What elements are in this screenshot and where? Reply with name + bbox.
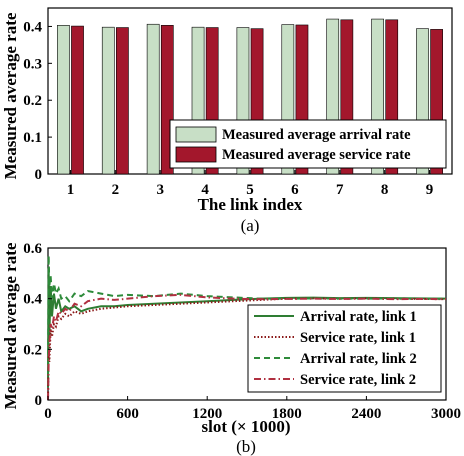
line-legend: Arrival rate, link 1 Service rate, link 1… — [247, 304, 442, 393]
line-caption: (b) — [236, 437, 256, 456]
bar-y-ticks: 0 0.1 0.2 0.3 0.4 — [23, 19, 52, 183]
line-x-tick-label: 600 — [116, 406, 139, 422]
bar-x-tick-label: 9 — [426, 182, 434, 198]
legend-swatch-arrival — [175, 126, 217, 143]
line-y-tick-label: 0.6 — [23, 241, 42, 257]
line-series-4 — [47, 293, 447, 401]
bar-service-link-2 — [116, 27, 129, 175]
bar-x-tick-label: 7 — [336, 182, 344, 198]
bar-x-tick-label: 3 — [156, 182, 164, 198]
line-x-tick-label: 0 — [44, 406, 52, 422]
bar-chart-panel: 0 0.1 0.2 0.3 0.4 1 2 3 4 5 6 7 8 9 The link index M… — [1, 7, 453, 235]
legend-label-arrival: Measured average arrival rate — [222, 127, 411, 143]
bar-y-tick-label: 0 — [35, 167, 43, 183]
line-series-2 — [47, 297, 447, 401]
bar-y-tick-label: 0.1 — [23, 130, 42, 146]
bar-caption: (a) — [241, 216, 260, 235]
legend-label-4: Service rate, link 2 — [300, 372, 416, 388]
bar-legend: Measured average arrival rate Measured a… — [169, 119, 447, 169]
line-y-tick-label: 0.2 — [23, 342, 42, 358]
line-y-ticks: 0 0.2 0.4 0.6 — [23, 241, 52, 409]
bar-service-link-1 — [71, 25, 84, 175]
legend-label-2: Service rate, link 1 — [300, 330, 416, 346]
bar-x-tick-label: 4 — [201, 182, 209, 198]
line-y-tick-label: 0 — [35, 393, 43, 409]
bar-y-tick-label: 0.3 — [23, 56, 42, 72]
bar-arrival-link-2 — [101, 26, 115, 175]
bar-arrival-link-3 — [146, 23, 160, 175]
line-x-tick-label: 2400 — [351, 406, 381, 422]
bar-x-tick-label: 2 — [112, 182, 120, 198]
bar-x-tick-label: 6 — [291, 182, 299, 198]
line-chart-panel: 0 0.2 0.4 0.6 0 600 1200 1800 2400 3000 slot (× … — [1, 241, 461, 456]
bar-y-axis-label: Measured average rate — [1, 12, 20, 179]
bar-x-tick-label: 5 — [246, 182, 254, 198]
line-x-ticks: 0 600 1200 1800 2400 3000 — [44, 396, 461, 422]
legend-label-3: Arrival rate, link 2 — [300, 351, 417, 367]
bar-y-tick-label: 0.4 — [23, 19, 42, 35]
legend-swatch-service — [175, 146, 217, 163]
line-series — [47, 255, 447, 401]
bar-y-tick-label: 0.2 — [23, 93, 42, 109]
line-series-3 — [47, 255, 446, 375]
line-legend-box — [247, 304, 442, 393]
legend-label-service: Measured average service rate — [222, 147, 411, 163]
line-x-axis-label: slot (× 1000) — [201, 417, 290, 436]
line-x-tick-label: 1800 — [272, 406, 302, 422]
line-x-tick-label: 3000 — [431, 406, 461, 422]
bar-x-axis-label: The link index — [198, 195, 303, 214]
line-x-tick-label: 1200 — [192, 406, 222, 422]
legend-label-1: Arrival rate, link 1 — [300, 309, 417, 325]
bar-arrival-link-1 — [57, 25, 70, 175]
bar-x-ticks: 1 2 3 4 5 6 7 8 9 — [67, 170, 434, 198]
bar-x-tick-label: 1 — [67, 182, 75, 198]
line-y-axis-label: Measured average rate — [1, 242, 20, 409]
line-y-tick-label: 0.4 — [23, 292, 42, 308]
bar-x-tick-label: 8 — [381, 182, 389, 198]
